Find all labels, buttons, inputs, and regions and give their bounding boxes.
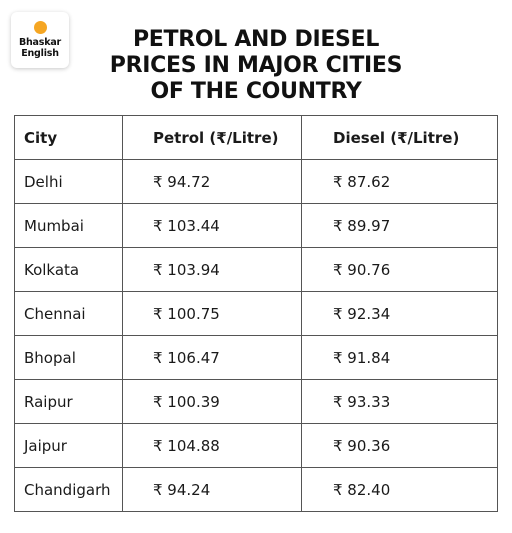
petrol-price-cell: ₹ 94.72 [122,159,302,204]
petrol-price-cell: ₹ 100.75 [122,291,302,336]
title-line-3: OF THE COUNTRY [150,79,362,104]
diesel-price-cell: ₹ 89.97 [301,203,498,248]
table-header-row: City Petrol (₹/Litre) Diesel (₹/Litre) [14,115,498,160]
city-cell: Delhi [14,159,123,204]
diesel-price-cell: ₹ 82.40 [301,467,498,512]
city-cell: Mumbai [14,203,123,248]
table-row: Kolkata ₹ 103.94 ₹ 90.76 [14,247,498,292]
diesel-price-cell: ₹ 93.33 [301,379,498,424]
logo-sun-icon [33,21,47,34]
table-row: Delhi ₹ 94.72 ₹ 87.62 [14,159,498,204]
city-cell: Raipur [14,379,123,424]
brand-logo: Bhaskar English [11,12,69,68]
table-row: Raipur ₹ 100.39 ₹ 93.33 [14,379,498,424]
city-cell: Bhopal [14,335,123,380]
city-cell: Kolkata [14,247,123,292]
diesel-price-cell: ₹ 92.34 [301,291,498,336]
petrol-price-cell: ₹ 103.44 [122,203,302,248]
logo-text-line-1: Bhaskar [18,37,62,48]
petrol-price-cell: ₹ 94.24 [122,467,302,512]
petrol-price-cell: ₹ 100.39 [122,379,302,424]
title-line-2: PRICES IN MAJOR CITIES [109,53,403,78]
fuel-price-table: City Petrol (₹/Litre) Diesel (₹/Litre) D… [14,115,498,512]
city-cell: Jaipur [14,423,123,468]
diesel-price-cell: ₹ 90.36 [301,423,498,468]
header-diesel: Diesel (₹/Litre) [301,115,498,160]
petrol-price-cell: ₹ 106.47 [122,335,302,380]
table-row: Bhopal ₹ 106.47 ₹ 91.84 [14,335,498,380]
city-cell: Chandigarh [14,467,123,512]
table-row: Chennai ₹ 100.75 ₹ 92.34 [14,291,498,336]
header-petrol: Petrol (₹/Litre) [122,115,302,160]
diesel-price-cell: ₹ 91.84 [301,335,498,380]
city-cell: Chennai [14,291,123,336]
table-row: Chandigarh ₹ 94.24 ₹ 82.40 [14,467,498,512]
page-title: PETROL AND DIESEL PRICES IN MAJOR CITIES… [90,27,422,105]
table-row: Mumbai ₹ 103.44 ₹ 89.97 [14,203,498,248]
logo-text-line-2: English [21,48,59,59]
header-city: City [14,115,123,160]
petrol-price-cell: ₹ 103.94 [122,247,302,292]
title-line-1: PETROL AND DIESEL [132,27,380,52]
petrol-price-cell: ₹ 104.88 [122,423,302,468]
table-row: Jaipur ₹ 104.88 ₹ 90.36 [14,423,498,468]
diesel-price-cell: ₹ 90.76 [301,247,498,292]
diesel-price-cell: ₹ 87.62 [301,159,498,204]
